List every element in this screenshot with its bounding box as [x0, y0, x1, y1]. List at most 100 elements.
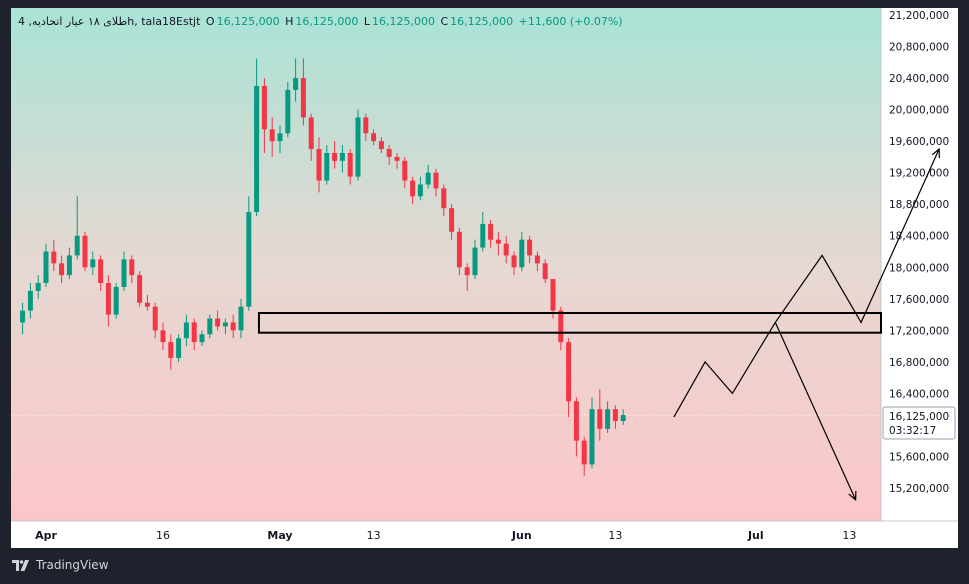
- candle: [527, 235, 533, 264]
- candles: [20, 58, 626, 477]
- candle: [378, 137, 384, 153]
- projection-paths[interactable]: [673, 147, 940, 502]
- candle: [605, 401, 611, 433]
- symbol-title[interactable]: طلای ۱۸ عیار اتحادیه, 4h, tala18Estjt: [18, 15, 201, 28]
- candle-body: [51, 251, 57, 264]
- candle-body: [503, 243, 509, 256]
- candle-body: [472, 247, 478, 276]
- candle-body: [144, 302, 150, 307]
- tradingview-logo[interactable]: TradingView: [12, 558, 109, 572]
- candle: [464, 263, 470, 291]
- tradingview-logo-icon: [12, 559, 29, 571]
- candle: [519, 231, 525, 272]
- candle-body: [254, 85, 260, 213]
- candle-body: [558, 310, 564, 343]
- candle: [230, 314, 236, 339]
- candle: [20, 302, 26, 335]
- candle-body: [417, 184, 423, 197]
- candle: [573, 397, 579, 457]
- candle-body: [620, 415, 626, 421]
- low-value: 16,125,000: [371, 15, 435, 28]
- projection-down-arrowhead: [848, 490, 857, 502]
- tradingview-logo-text: TradingView: [36, 558, 109, 572]
- close-value: 16,125,000: [450, 15, 514, 28]
- candle-body: [269, 129, 275, 142]
- candle: [355, 109, 361, 181]
- candle: [612, 405, 618, 429]
- candle-body: [105, 283, 111, 315]
- time-tick-label: Jul: [747, 529, 764, 542]
- candle-body: [534, 255, 540, 264]
- price-tick-label: 19,200,000: [889, 168, 949, 180]
- candle-body: [612, 409, 618, 421]
- candle: [113, 283, 119, 319]
- candle: [441, 184, 447, 217]
- candle-body: [378, 141, 384, 150]
- candle-body: [207, 318, 213, 335]
- candle-body: [480, 223, 486, 248]
- candle: [410, 176, 416, 205]
- candle-body: [589, 409, 595, 465]
- candle-body: [332, 152, 338, 161]
- candle-body: [27, 290, 33, 311]
- candle: [495, 231, 501, 256]
- candle-body: [90, 259, 96, 268]
- candle: [300, 58, 306, 126]
- price-axis-ticks: 21,200,000 20,800,000 20,400,000 20,000,000…: [889, 10, 949, 495]
- last-price-badge: 16,125,000 03:32:17: [882, 406, 956, 440]
- candle: [394, 152, 400, 169]
- support-zone[interactable]: [257, 311, 882, 334]
- candle-body: [597, 409, 603, 429]
- candle-body: [449, 208, 455, 232]
- support-zone-box: [257, 311, 882, 334]
- candle: [35, 275, 41, 299]
- candle-body: [433, 172, 439, 189]
- time-axis-background: [11, 521, 958, 548]
- price-tick-label: 19,600,000: [889, 136, 949, 148]
- candle-body: [386, 149, 392, 157]
- candle-body: [519, 239, 525, 268]
- candle-body: [20, 310, 26, 323]
- candle-body: [511, 255, 517, 268]
- candle-body: [573, 401, 579, 441]
- candle: [433, 168, 439, 197]
- candle: [191, 318, 197, 351]
- candle-body: [316, 149, 322, 181]
- candle: [59, 255, 65, 284]
- candle: [566, 338, 572, 418]
- candle-body: [605, 409, 611, 429]
- price-tick-label: 18,000,000: [889, 262, 949, 274]
- candle: [74, 196, 80, 260]
- candle-body: [199, 334, 205, 343]
- candle-body: [246, 212, 252, 307]
- candle: [324, 145, 330, 185]
- candle: [215, 310, 221, 331]
- candle-body: [277, 133, 283, 142]
- candle-body: [168, 342, 174, 358]
- candle: [277, 125, 283, 153]
- candle-body: [98, 259, 104, 284]
- candle: [449, 204, 455, 240]
- time-tick-label: 13: [608, 529, 622, 542]
- candle: [160, 322, 166, 351]
- candle-body: [425, 172, 431, 185]
- candle-body: [464, 267, 470, 276]
- candle-body: [410, 180, 416, 197]
- candle: [597, 389, 603, 441]
- candle: [66, 247, 72, 280]
- candle-body: [495, 239, 501, 244]
- countdown-label: 03:32:17: [889, 425, 936, 437]
- candle-body: [160, 330, 166, 343]
- open-label: O: [205, 15, 215, 28]
- candle-body: [527, 239, 533, 256]
- high-value: 16,125,000: [295, 15, 359, 28]
- candle-body: [300, 78, 306, 118]
- candle: [269, 117, 275, 157]
- candle: [82, 231, 88, 272]
- candle: [199, 330, 205, 347]
- candle: [550, 279, 556, 319]
- candle-body: [355, 117, 361, 177]
- candle-body: [324, 152, 330, 181]
- candle: [332, 141, 338, 169]
